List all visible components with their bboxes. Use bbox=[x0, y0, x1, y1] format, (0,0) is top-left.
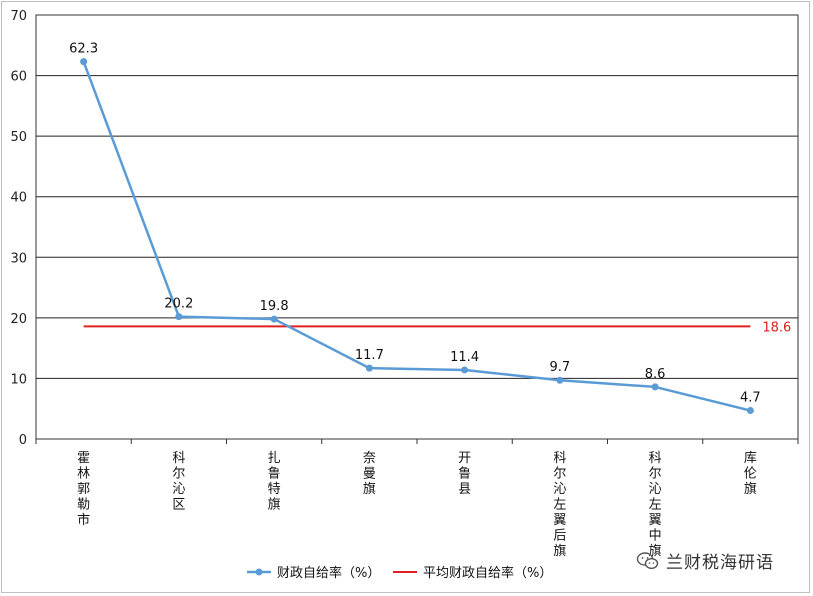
legend-label-1: 财政自给率（%） bbox=[277, 565, 380, 581]
data-label: 11.4 bbox=[450, 350, 479, 365]
data-point bbox=[556, 376, 564, 384]
x-category-label: 库伦旗 bbox=[744, 450, 757, 497]
y-tick-label: 10 bbox=[10, 372, 27, 387]
watermark: 兰财税海研语 bbox=[636, 548, 774, 573]
data-point bbox=[746, 407, 754, 415]
series-line bbox=[82, 61, 751, 412]
average-label: 18.6 bbox=[762, 320, 791, 335]
x-category-label: 开鲁县 bbox=[458, 451, 471, 497]
watermark-text: 兰财税海研语 bbox=[666, 553, 774, 573]
data-point bbox=[270, 315, 278, 323]
y-tick-label: 60 bbox=[10, 70, 27, 85]
legend-marker-1 bbox=[255, 568, 263, 576]
data-label: 4.7 bbox=[740, 391, 761, 406]
y-tick-label: 20 bbox=[10, 312, 27, 327]
data-point bbox=[80, 58, 88, 66]
data-point bbox=[365, 364, 373, 372]
plot-area bbox=[35, 14, 799, 440]
x-category-label: 奈曼旗 bbox=[363, 451, 376, 497]
data-label: 8.6 bbox=[645, 367, 666, 382]
data-label: 19.8 bbox=[260, 299, 289, 314]
legend-label-2: 平均财政自给率（%） bbox=[423, 565, 552, 581]
data-label: 9.7 bbox=[550, 360, 571, 375]
y-tick-label: 0 bbox=[19, 433, 27, 448]
x-category-label: 科尔沁左翼中旗 bbox=[649, 451, 662, 559]
y-tick-label: 40 bbox=[10, 191, 27, 206]
y-tick-label: 30 bbox=[10, 251, 27, 266]
x-category-label: 科尔沁区 bbox=[172, 451, 185, 513]
data-label: 11.7 bbox=[355, 348, 384, 363]
x-category-label: 科尔沁左翼后旗 bbox=[553, 451, 566, 559]
data-point bbox=[461, 366, 469, 374]
y-tick-label: 50 bbox=[10, 130, 27, 145]
x-category-label: 霍林郭勒市 bbox=[77, 451, 90, 528]
y-tick-label: 70 bbox=[10, 9, 27, 24]
wechat-icon bbox=[636, 551, 659, 569]
data-point bbox=[175, 313, 183, 321]
data-point bbox=[651, 383, 659, 391]
data-label: 20.2 bbox=[164, 297, 193, 312]
data-label: 62.3 bbox=[69, 42, 98, 57]
x-category-label: 扎鲁特旗 bbox=[268, 451, 281, 513]
